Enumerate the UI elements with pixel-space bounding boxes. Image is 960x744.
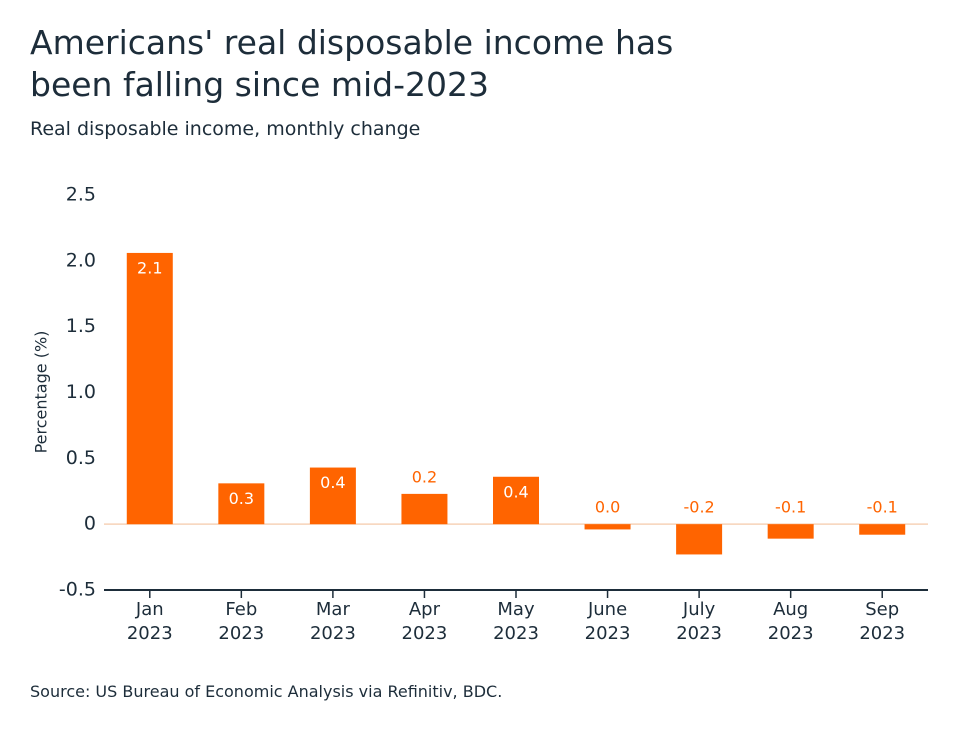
value-label: 0.2	[412, 467, 437, 486]
y-tick-label: -0.5	[59, 579, 96, 601]
y-tick-label: 1.0	[66, 381, 96, 403]
x-tick-label: Apr 2023	[401, 599, 448, 644]
value-label: -0.1	[775, 498, 806, 517]
chart-subtitle: Real disposable income, monthly change	[30, 118, 421, 140]
x-tick-label: June 2023	[584, 599, 631, 644]
x-tick-label: Jan 2023	[126, 599, 173, 644]
x-tick-label: May 2023	[493, 599, 539, 644]
y-tick-label: 2.0	[66, 249, 96, 271]
y-tick-label: 2.5	[66, 184, 96, 206]
value-label: 0.0	[595, 498, 620, 517]
value-label: 0.4	[503, 482, 528, 501]
value-label: -0.1	[867, 498, 898, 517]
bar	[218, 483, 265, 525]
bar	[493, 476, 539, 525]
x-tick-label: Sep 2023	[859, 599, 906, 644]
source: Source: US Bureau of Economic Analysis v…	[30, 682, 503, 701]
chart-title: Americans' real disposable income has be…	[30, 23, 674, 104]
bar	[584, 524, 631, 530]
value-label: -0.2	[684, 498, 715, 517]
x-tick-label: Mar 2023	[309, 599, 356, 644]
value-label: 0.4	[320, 473, 345, 492]
x-tick-label: Aug 2023	[767, 599, 814, 644]
y-tick-label: 0	[84, 513, 96, 535]
bar	[401, 493, 448, 525]
bar	[859, 524, 906, 535]
bar	[676, 524, 723, 555]
bar	[309, 467, 356, 525]
value-label: 2.1	[137, 258, 162, 277]
x-tick-label: July 2023	[676, 599, 723, 644]
value-label: 0.3	[229, 489, 254, 508]
y-tick-label: 1.5	[66, 315, 96, 337]
x-tick-label: Feb 2023	[218, 599, 265, 644]
y-tick-label: 0.5	[66, 447, 96, 469]
bar	[767, 524, 814, 539]
y-axis-label: Percentage (%)	[32, 331, 51, 454]
bar	[126, 252, 173, 525]
